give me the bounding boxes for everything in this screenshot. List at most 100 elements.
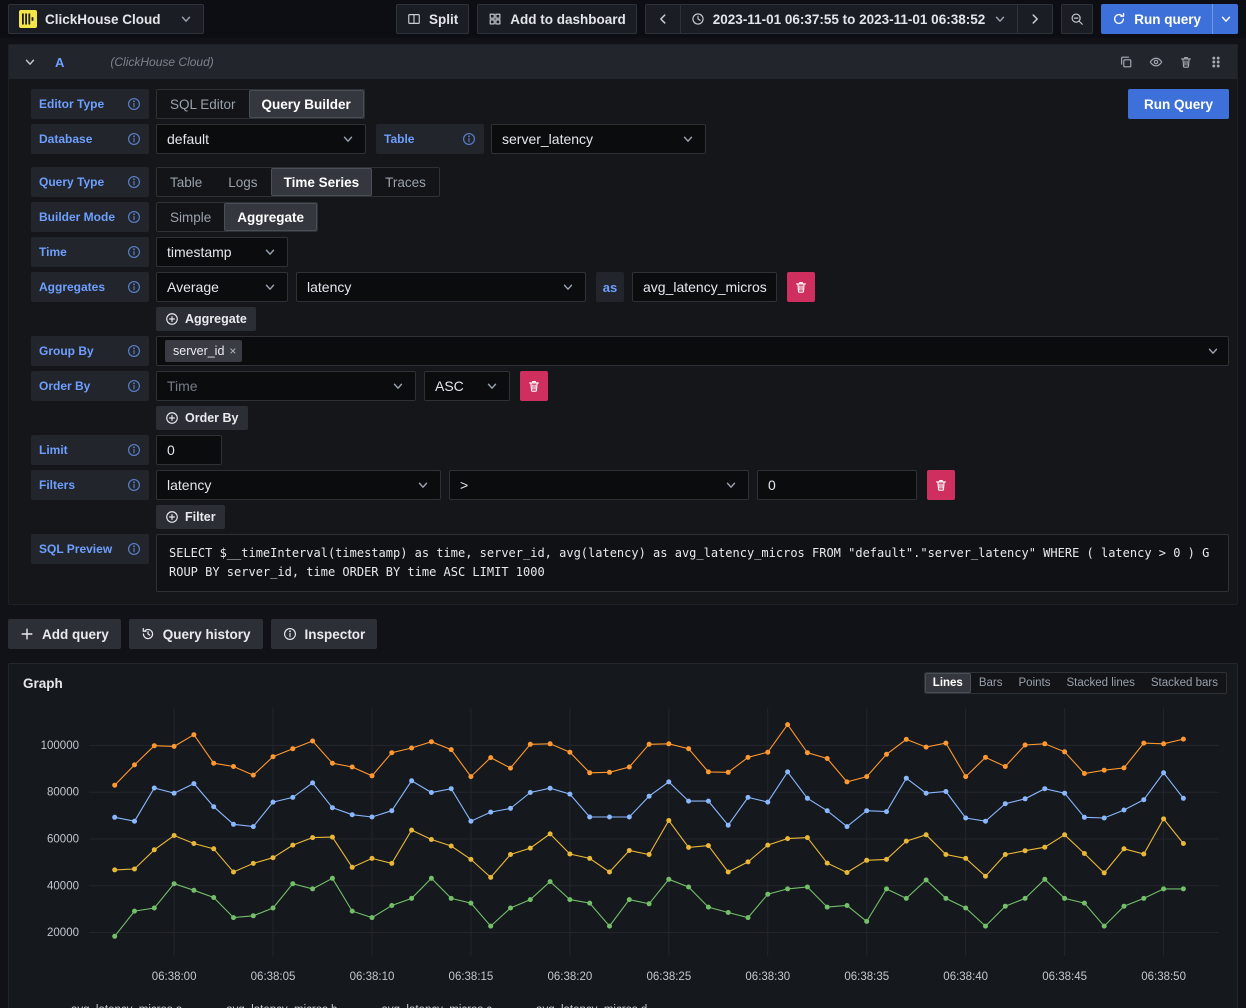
builder-mode-label: Builder Mode	[31, 202, 149, 232]
chevron-down-icon	[179, 12, 193, 26]
svg-text:60000: 60000	[47, 834, 79, 846]
filter-operator-select[interactable]: >	[449, 470, 749, 500]
zoom-out-button[interactable]	[1061, 4, 1093, 34]
info-icon	[127, 280, 141, 294]
run-query-button[interactable]: Run query	[1101, 4, 1212, 34]
option-aggregate[interactable]: Aggregate	[224, 203, 317, 231]
trash-icon	[934, 478, 948, 492]
remove-aggregate-button[interactable]	[787, 272, 815, 302]
option-query-builder[interactable]: Query Builder	[249, 90, 364, 118]
run-query-button-inline[interactable]: Run Query	[1128, 89, 1229, 119]
remove-order-by-button[interactable]	[520, 371, 548, 401]
secondary-actions: Add query Query history Inspector	[8, 619, 1238, 649]
legend-item[interactable]: avg_latency_micros a	[49, 1004, 182, 1008]
chevron-down-icon	[724, 478, 738, 492]
graph-mode-bars[interactable]: Bars	[971, 673, 1011, 693]
graph-style-radio-group: LinesBarsPointsStacked linesStacked bars	[924, 672, 1227, 694]
graph-panel-title: Graph	[19, 676, 63, 691]
filters-label: Filters	[31, 470, 149, 500]
legend-item[interactable]: avg_latency_micros d	[514, 1004, 647, 1008]
run-query-interval-dropdown[interactable]	[1212, 4, 1238, 34]
inspector-button[interactable]: Inspector	[271, 619, 378, 649]
split-icon	[407, 12, 421, 26]
filter-column-select[interactable]: latency	[156, 470, 441, 500]
query-type-radio-group: Table Logs Time Series Traces	[156, 167, 440, 197]
time-range-picker[interactable]: 2023-11-01 06:37:55 to 2023-11-01 06:38:…	[680, 4, 1018, 34]
database-select[interactable]: default	[156, 124, 366, 154]
plus-circle-icon	[165, 411, 179, 425]
order-by-label: Order By	[31, 371, 149, 401]
chevron-down-icon	[993, 12, 1007, 26]
query-type-label: Query Type	[31, 167, 149, 197]
remove-query-trash-icon[interactable]	[1179, 55, 1193, 69]
time-column-select[interactable]: timestamp	[156, 237, 288, 267]
svg-text:06:38:30: 06:38:30	[745, 971, 790, 983]
time-range-back-button[interactable]	[645, 4, 681, 34]
filter-value-input[interactable]: 0	[757, 470, 917, 500]
trash-icon	[527, 379, 541, 393]
chevron-down-icon	[263, 280, 277, 294]
graph-mode-stacked-bars[interactable]: Stacked bars	[1143, 673, 1226, 693]
time-range-forward-button[interactable]	[1017, 4, 1053, 34]
option-table[interactable]: Table	[157, 168, 215, 196]
option-sql-editor[interactable]: SQL Editor	[157, 90, 249, 118]
chevron-down-icon	[485, 379, 499, 393]
chevron-down-icon	[681, 132, 695, 146]
add-to-dashboard-button[interactable]: Add to dashboard	[477, 4, 637, 34]
collapse-chevron-icon[interactable]	[23, 55, 37, 69]
datasource-picker[interactable]: ClickHouse Cloud	[8, 4, 204, 34]
duplicate-query-icon[interactable]	[1119, 55, 1133, 69]
info-icon	[127, 379, 141, 393]
chevron-down-icon	[416, 478, 430, 492]
add-aggregate-button[interactable]: Aggregate	[156, 307, 256, 331]
table-label: Table	[376, 124, 484, 154]
option-logs[interactable]: Logs	[215, 168, 270, 196]
query-history-button[interactable]: Query history	[129, 619, 263, 649]
legend-item[interactable]: avg_latency_micros b	[204, 1004, 337, 1008]
svg-text:06:38:45: 06:38:45	[1042, 971, 1087, 983]
legend-item[interactable]: avg_latency_micros c	[359, 1004, 492, 1008]
svg-text:06:38:50: 06:38:50	[1141, 971, 1186, 983]
graph-mode-points[interactable]: Points	[1011, 673, 1059, 693]
add-order-by-button[interactable]: Order By	[156, 406, 248, 430]
table-select[interactable]: server_latency	[491, 124, 706, 154]
query-datasource-hint: (ClickHouse Cloud)	[110, 55, 213, 69]
run-query-split-button: Run query	[1101, 4, 1238, 34]
add-query-button[interactable]: Add query	[8, 619, 121, 649]
add-filter-button[interactable]: Filter	[156, 505, 225, 529]
group-by-chip[interactable]: server_id ×	[165, 340, 242, 362]
query-ref-id: A	[55, 55, 64, 70]
limit-input[interactable]: 0	[156, 435, 222, 465]
graph-mode-lines[interactable]: Lines	[925, 673, 971, 693]
aggregate-column-select[interactable]: latency	[296, 272, 586, 302]
group-by-multiselect[interactable]: server_id ×	[156, 336, 1229, 366]
option-simple[interactable]: Simple	[157, 203, 224, 231]
info-icon	[127, 132, 141, 146]
editor-type-label: Editor Type	[31, 89, 149, 119]
plus-circle-icon	[165, 510, 179, 524]
row-builder-mode: Builder Mode Simple Aggregate	[31, 202, 1229, 232]
remove-filter-button[interactable]	[927, 470, 955, 500]
drag-handle-icon[interactable]	[1209, 55, 1223, 69]
editor-type-radio-group: SQL Editor Query Builder	[156, 89, 365, 119]
aggregate-alias-input[interactable]: avg_latency_micros	[632, 272, 777, 302]
order-by-direction-select[interactable]: ASC	[424, 371, 510, 401]
svg-text:100000: 100000	[41, 740, 79, 752]
row-group-by: Group By server_id ×	[31, 336, 1229, 366]
info-icon	[127, 97, 141, 111]
info-icon	[127, 175, 141, 189]
time-series-chart[interactable]: 2000040000600008000010000006:38:0006:38:…	[19, 698, 1227, 1002]
aggregate-function-select[interactable]: Average	[156, 272, 288, 302]
svg-text:80000: 80000	[47, 787, 79, 799]
option-traces[interactable]: Traces	[372, 168, 439, 196]
sync-icon	[1112, 12, 1126, 26]
graph-mode-stacked-lines[interactable]: Stacked lines	[1058, 673, 1142, 693]
remove-chip-icon[interactable]: ×	[229, 344, 236, 358]
split-button[interactable]: Split	[396, 4, 469, 34]
option-time-series[interactable]: Time Series	[271, 168, 373, 196]
info-icon	[127, 542, 141, 556]
hide-response-eye-icon[interactable]	[1149, 55, 1163, 69]
query-row-header[interactable]: A (ClickHouse Cloud)	[9, 45, 1237, 79]
sql-preview-code: SELECT $__timeInterval(timestamp) as tim…	[156, 534, 1229, 592]
order-by-column-select[interactable]: Time	[156, 371, 416, 401]
